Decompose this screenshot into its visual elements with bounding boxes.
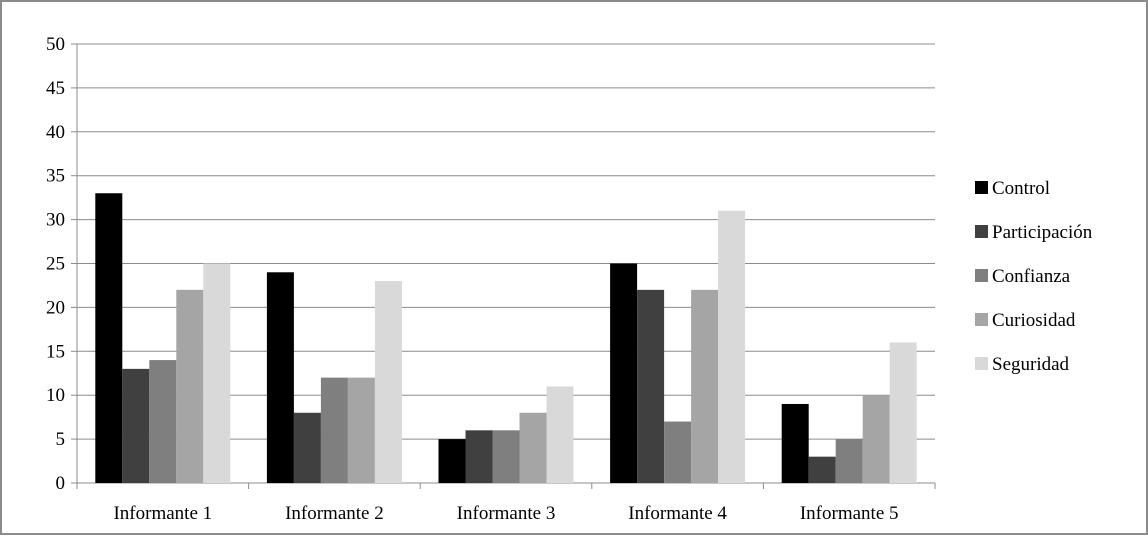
bar-curiosidad-3 (519, 412, 547, 483)
y-tick-label: 50 (46, 34, 65, 55)
legend-label: Seguridad (992, 354, 1070, 375)
x-category-label: Informante 2 (285, 503, 384, 524)
bar-confianza-1 (149, 360, 177, 483)
bar-control-2 (266, 272, 294, 483)
x-category-label: Informante 5 (800, 503, 899, 524)
bar-confianza-3 (492, 430, 520, 483)
legend-swatch (975, 181, 988, 194)
bar-control-4 (610, 263, 638, 483)
y-tick-label: 15 (46, 341, 65, 362)
bar-seguridad-2 (374, 281, 402, 483)
bar-control-5 (781, 403, 809, 483)
y-tick-label: 20 (46, 297, 65, 318)
bar-participaci-n-2 (293, 412, 321, 483)
y-tick-label: 0 (56, 473, 66, 494)
bar-participaci-n-4 (637, 289, 665, 483)
x-category-label: Informante 4 (628, 503, 727, 524)
bar-curiosidad-5 (862, 395, 890, 483)
bar-control-3 (438, 439, 466, 483)
x-category-label: Informante 1 (113, 503, 212, 524)
legend-swatch (975, 269, 988, 282)
y-tick-label: 40 (46, 122, 65, 143)
legend-swatch (975, 357, 988, 370)
y-tick-label: 25 (46, 254, 65, 275)
bar-participaci-n-5 (808, 456, 836, 483)
legend-swatch (975, 225, 988, 238)
bar-confianza-2 (320, 377, 348, 483)
y-tick-label: 10 (46, 385, 65, 406)
legend-label: Control (992, 178, 1050, 199)
legend-label: Curiosidad (992, 310, 1076, 331)
x-category-label: Informante 3 (457, 503, 556, 524)
bar-seguridad-3 (546, 386, 574, 483)
legend-label: Participación (992, 222, 1093, 243)
bar-seguridad-5 (889, 342, 917, 483)
y-tick-label: 35 (46, 166, 65, 187)
bar-participaci-n-1 (122, 368, 150, 483)
y-tick-label: 30 (46, 210, 65, 231)
bar-control-1 (95, 193, 123, 483)
bar-seguridad-4 (718, 210, 746, 483)
bar-confianza-5 (835, 439, 863, 483)
legend-swatch (975, 313, 988, 326)
y-tick-label: 45 (46, 78, 65, 99)
bar-curiosidad-4 (691, 289, 719, 483)
bar-curiosidad-2 (347, 377, 375, 483)
bar-curiosidad-1 (176, 289, 204, 483)
bar-participaci-n-3 (465, 430, 493, 483)
y-tick-label: 5 (56, 429, 66, 450)
bar-confianza-4 (664, 421, 692, 483)
legend-label: Confianza (992, 266, 1071, 287)
bar-seguridad-1 (203, 263, 231, 483)
